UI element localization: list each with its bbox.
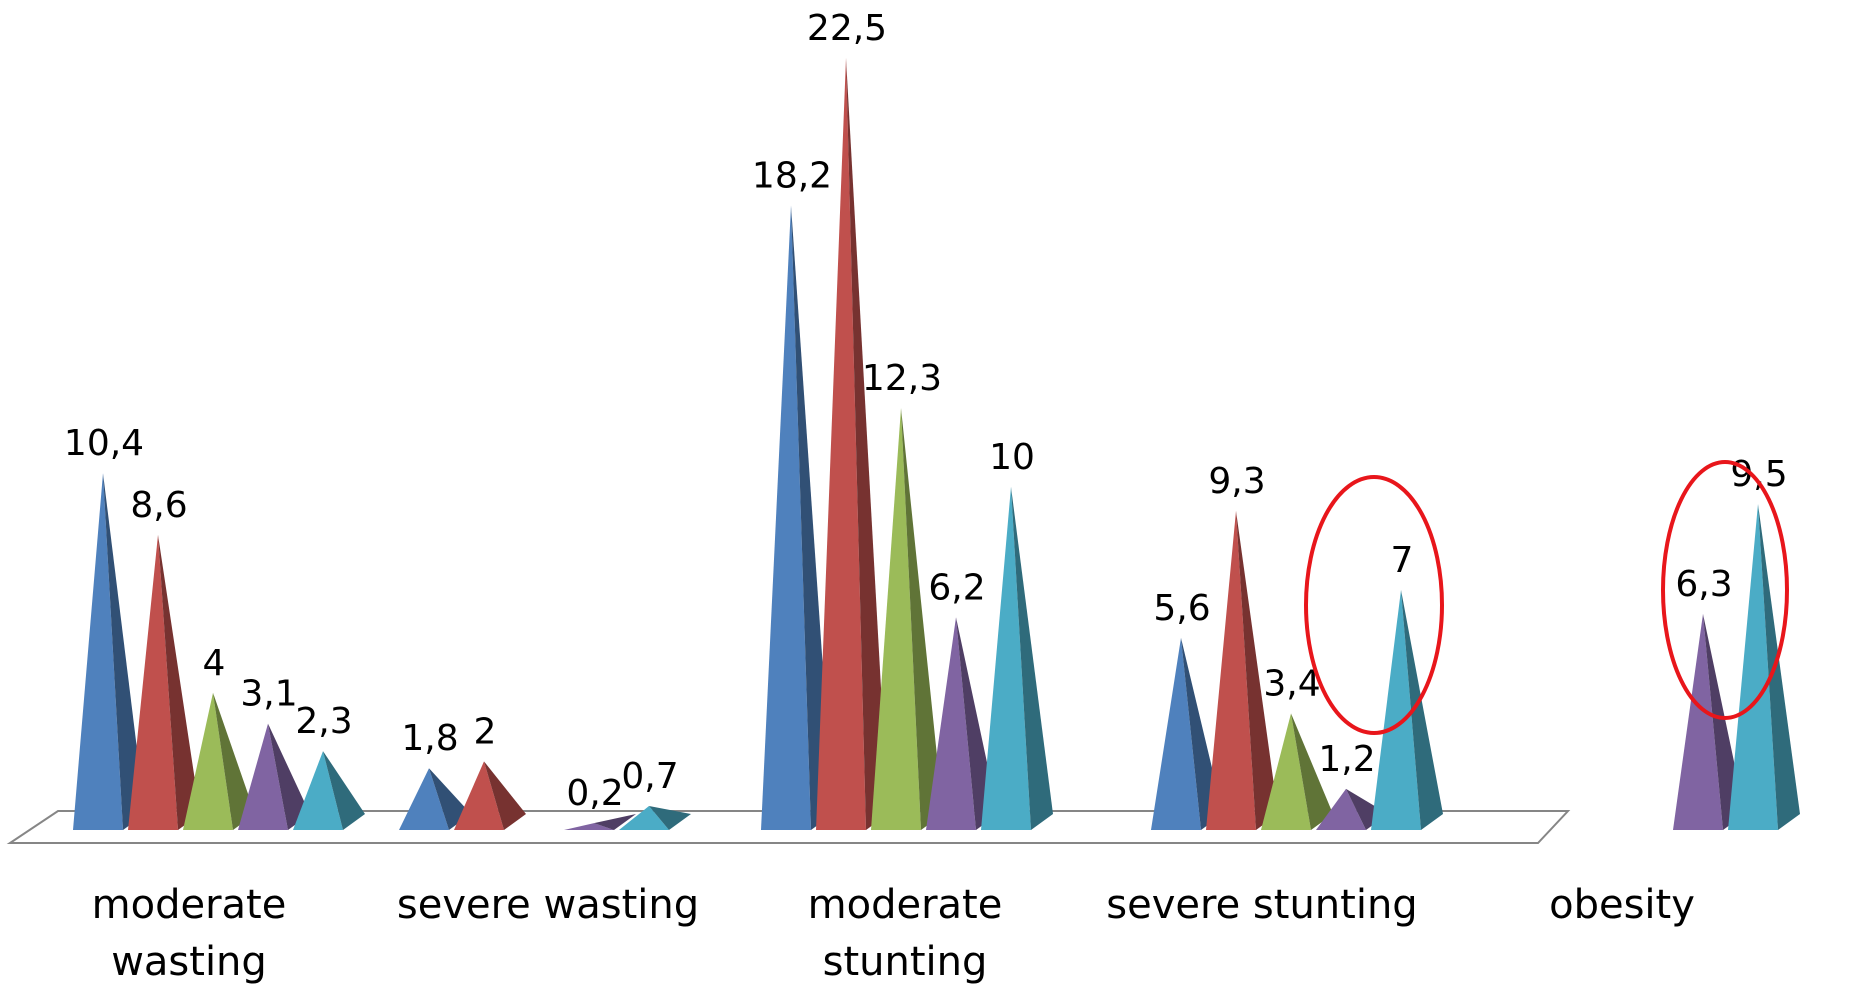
pyramid-side bbox=[1011, 486, 1053, 830]
data-label: 10,4 bbox=[64, 423, 144, 464]
data-label: 9,5 bbox=[1730, 454, 1787, 495]
category-label: wasting bbox=[111, 939, 267, 985]
data-label: 1,8 bbox=[401, 718, 458, 759]
pyramid-side bbox=[484, 761, 526, 830]
pyramid-bar bbox=[1151, 637, 1201, 830]
pyramid-bar bbox=[238, 723, 288, 830]
pyramid-bar bbox=[1206, 510, 1256, 830]
pyramid-bar bbox=[399, 768, 449, 830]
data-label: 6,2 bbox=[928, 567, 985, 608]
data-label: 2,3 bbox=[295, 701, 352, 742]
data-label: 8,6 bbox=[130, 485, 187, 526]
highlight-circles-group bbox=[1304, 460, 1789, 735]
pyramid-bar bbox=[564, 823, 614, 830]
category-group bbox=[1151, 510, 1443, 830]
pyramid-bar bbox=[926, 617, 976, 830]
pyramid-side bbox=[649, 805, 691, 830]
data-label: 10 bbox=[989, 437, 1035, 478]
pyramid-side bbox=[594, 814, 636, 830]
data-label: 7 bbox=[1391, 540, 1414, 581]
pyramid-bar bbox=[816, 58, 866, 830]
pyramid-bar bbox=[73, 473, 123, 830]
pyramid-bar bbox=[454, 761, 504, 830]
highlight-circle bbox=[1661, 460, 1789, 720]
category-group bbox=[1673, 504, 1800, 830]
pyramid-bar bbox=[871, 407, 921, 830]
pyramid-side bbox=[1401, 589, 1443, 830]
category-labels-group: moderate wasting severe wasting moderate stu… bbox=[92, 882, 1695, 985]
highlight-circle bbox=[1304, 475, 1444, 735]
category-group bbox=[73, 473, 365, 830]
pyramid-side bbox=[429, 768, 471, 830]
pyramid-side bbox=[846, 58, 888, 830]
pyramid-bar bbox=[293, 751, 343, 830]
pyramid-side bbox=[1236, 510, 1278, 830]
pyramid-side bbox=[213, 692, 255, 830]
category-label: moderate bbox=[92, 882, 287, 928]
data-label: 4 bbox=[203, 643, 226, 684]
pyramid-bar bbox=[1673, 613, 1723, 830]
category-group bbox=[399, 761, 691, 830]
pyramid-side bbox=[268, 723, 310, 830]
category-label: stunting bbox=[823, 939, 988, 985]
data-label: 5,6 bbox=[1153, 588, 1210, 629]
pyramid-side bbox=[158, 534, 200, 830]
data-labels-group: 10,4 8,6 4 3,12,3 1,8 2 0,20,7 18,2 22,5 12,3 6,2 1… bbox=[64, 8, 1788, 814]
category-label: moderate bbox=[808, 882, 1003, 928]
pyramid-bar bbox=[1728, 504, 1778, 830]
pyramid-side bbox=[103, 473, 145, 830]
pyramid-bar bbox=[761, 205, 811, 830]
pyramid-bar bbox=[981, 486, 1031, 830]
data-label: 22,5 bbox=[807, 8, 887, 49]
data-label: 2 bbox=[474, 711, 497, 752]
pyramid-bar bbox=[183, 692, 233, 830]
data-label: 18,2 bbox=[752, 156, 832, 197]
pyramid-bar bbox=[1371, 589, 1421, 830]
data-label: 0,2 bbox=[566, 773, 623, 814]
pyramid-side bbox=[901, 407, 943, 830]
pyramid-side bbox=[1291, 713, 1333, 830]
data-label: 3,1 bbox=[240, 674, 297, 715]
pyramid-side bbox=[1758, 504, 1800, 830]
pyramid-bar bbox=[128, 534, 178, 830]
data-label: 0,7 bbox=[621, 756, 678, 797]
pyramid-bar bbox=[619, 805, 669, 830]
pyramid-series-group bbox=[73, 58, 1800, 830]
pyramid-bar bbox=[1261, 713, 1311, 830]
category-label: severe stunting bbox=[1106, 882, 1417, 928]
pyramid-side bbox=[323, 751, 365, 830]
data-label: 1,2 bbox=[1318, 739, 1375, 780]
pyramid-bar bbox=[1316, 788, 1366, 830]
category-label: obesity bbox=[1549, 882, 1695, 928]
category-group bbox=[761, 58, 1053, 830]
data-label: 6,3 bbox=[1675, 564, 1732, 605]
data-label: 12,3 bbox=[862, 358, 942, 399]
data-label: 3,4 bbox=[1263, 663, 1320, 704]
category-label: severe wasting bbox=[397, 882, 699, 928]
data-label: 9,3 bbox=[1208, 461, 1265, 502]
